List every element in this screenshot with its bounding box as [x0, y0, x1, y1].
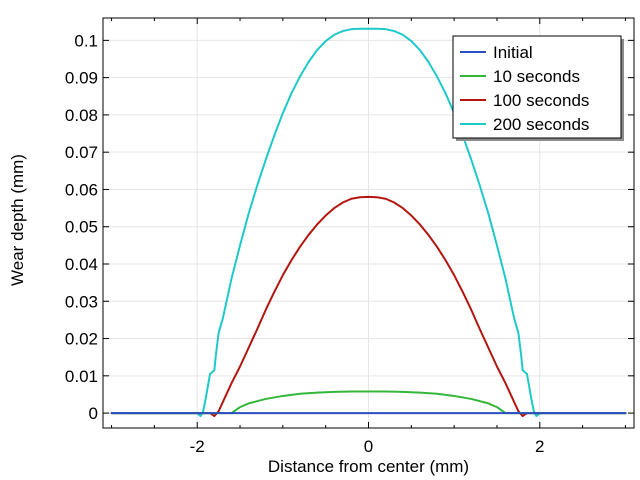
series-lines: [110, 27, 627, 418]
y-tick-label: 0.08: [65, 106, 98, 125]
y-tick-label: 0.09: [65, 69, 98, 88]
y-axis-label: Wear depth (mm): [8, 154, 27, 286]
x-axis-label: Distance from center (mm): [268, 457, 469, 476]
legend: Initial 10 seconds 100 seconds 200 seconds: [452, 35, 624, 141]
x-tick-label: 2: [535, 437, 544, 456]
y-tick-label: 0.06: [65, 180, 98, 199]
series-line-4: [110, 27, 627, 418]
x-tick-label: -2: [190, 437, 205, 456]
x-tick-label: 0: [364, 437, 373, 456]
legend-items: Initial 10 seconds 100 seconds 200 seconds: [460, 43, 589, 134]
y-tick-label: 0: [89, 404, 98, 423]
legend-label: Initial: [493, 43, 533, 62]
series-line-3: [110, 195, 627, 418]
y-tick-label: 0.04: [65, 255, 98, 274]
series-line-2: [110, 390, 627, 415]
y-tick-label: 0.1: [74, 31, 98, 50]
y-tick-label: 0.03: [65, 292, 98, 311]
legend-label: 100 seconds: [493, 91, 589, 110]
y-tick-label: 0.01: [65, 367, 98, 386]
y-tick-label: 0.07: [65, 143, 98, 162]
y-tick-label: 0.05: [65, 218, 98, 237]
legend-label: 10 seconds: [493, 67, 580, 86]
legend-label: 200 seconds: [493, 115, 589, 134]
axis-ticks: -2 0 2 0 0.01 0.02 0.03 0.04 0.05 0.06 0.07 0.08 0.0…: [65, 18, 634, 456]
y-tick-label: 0.02: [65, 330, 98, 349]
